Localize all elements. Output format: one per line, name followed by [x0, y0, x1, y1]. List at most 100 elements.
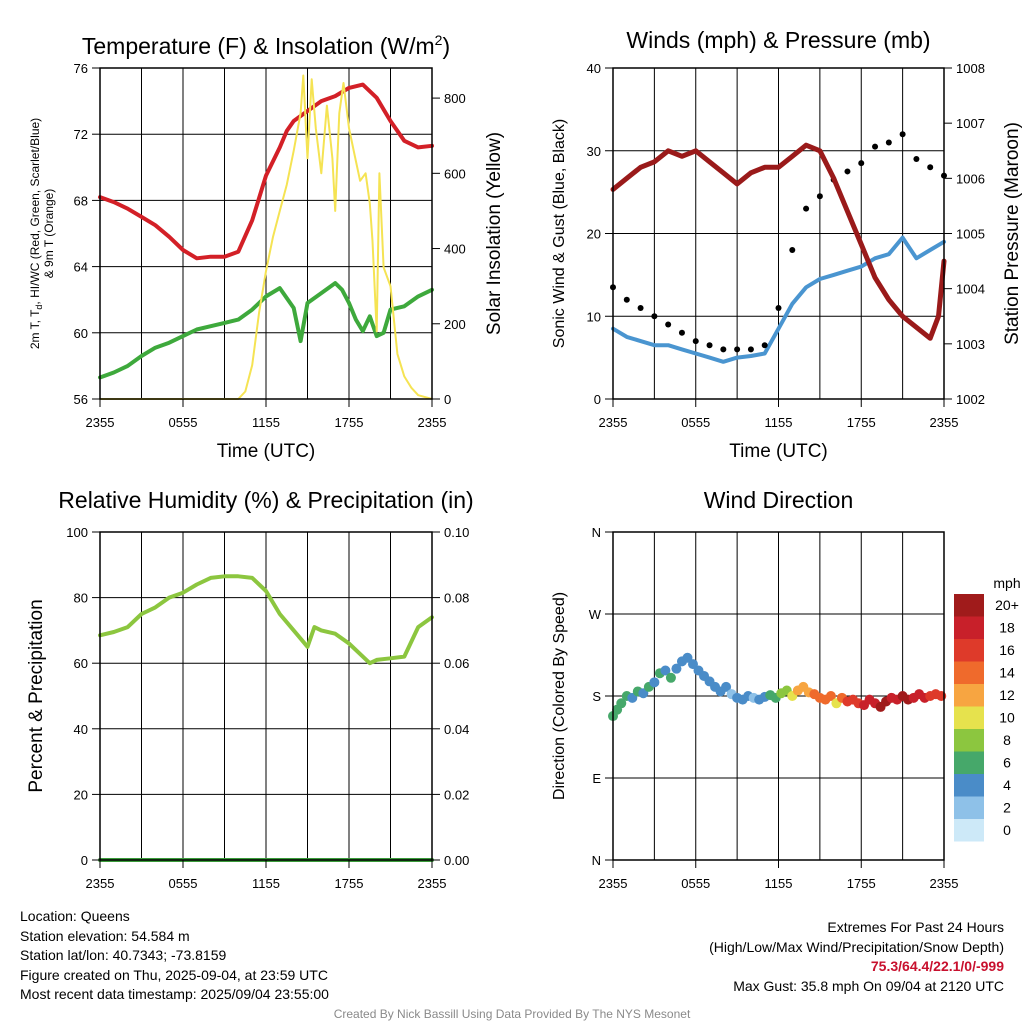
y2tick-label: 1007: [956, 116, 985, 131]
data-point: [872, 143, 879, 150]
xtick-label: 0555: [681, 876, 710, 891]
data-point: [858, 160, 865, 167]
xtick-label: 0555: [681, 415, 710, 430]
xtick-label: 1155: [765, 876, 793, 891]
ytick-label: 10: [587, 309, 601, 324]
extremes-values: 75.3/64.4/22.1/0/-999: [870, 958, 1004, 974]
data-point: [678, 329, 685, 336]
colorbar-label: 0: [1003, 822, 1011, 838]
max-gust: Max Gust: 35.8 mph On 09/04 at 2120 UTC: [733, 977, 1004, 994]
chart-title: Winds (mph) & Pressure (mb): [626, 27, 930, 53]
yaxis-label: 2m T, Td, HI/WC (Red, Green, Scarlet/Blu…: [28, 118, 44, 349]
ytick-label: 72: [74, 127, 88, 142]
station-elevation: Station elevation: 54.584 m: [20, 927, 190, 944]
y2tick-label: 0: [444, 392, 451, 407]
chart-panel-3: 0 20 40 60 80 100 0.00 0.02 0.04 0.06 0.08 0.10 2355…: [26, 487, 474, 891]
data-point: [651, 313, 658, 320]
y2tick-label: 1002: [956, 392, 985, 407]
y2tick-label: 200: [444, 317, 466, 332]
ytick-label: 40: [74, 722, 88, 737]
yaxis-label-line2: & 9m T (Orange): [42, 189, 56, 279]
colorbar-swatch: [954, 639, 984, 662]
ytick-label: 60: [74, 656, 88, 671]
colorbar-swatch: [954, 706, 984, 729]
figure-created: Figure created on Thu, 2025-09-04, at 23…: [20, 966, 328, 983]
chart-title: Temperature (F) & Insolation (W/m2): [82, 32, 450, 59]
y2tick-label: 0.10: [444, 525, 469, 540]
direction-point: [671, 663, 682, 674]
ytick-label: 68: [74, 193, 88, 208]
y2tick-label: 1003: [956, 337, 985, 352]
xtick-label: 0555: [169, 415, 198, 430]
xtick-label: 2355: [599, 415, 628, 430]
data-point: [899, 131, 906, 138]
colorbar-title: mph: [993, 575, 1020, 591]
xtick-label: 2355: [418, 415, 447, 430]
y2tick-label: 0.06: [444, 656, 469, 671]
xtick-label: 2355: [599, 876, 628, 891]
ylabel-subscript: d: [34, 305, 44, 310]
y2tick-label: 0.00: [444, 853, 469, 868]
ytick-label: N: [592, 525, 601, 540]
ytick-label: 40: [587, 61, 601, 76]
direction-points: [608, 652, 947, 722]
direction-point: [660, 665, 671, 676]
station-latlon: Station lat/lon: 40.7343; -73.8159: [20, 947, 227, 963]
data-point: [844, 168, 851, 175]
ylabel-part: 2m T, T: [28, 309, 42, 349]
xtick-label: 1755: [335, 876, 364, 891]
ytick-label: 80: [74, 591, 88, 606]
colorbar-swatch: [954, 751, 984, 774]
ylabel-part: , HI/WC (Red, Green, Scarlet/Blue): [28, 118, 42, 305]
ytick-label: 0: [594, 392, 601, 407]
colorbar-label: 14: [999, 665, 1015, 681]
direction-point: [616, 698, 627, 709]
xtick-label: 2355: [86, 415, 115, 430]
y2tick-label: 1006: [956, 171, 985, 186]
ytick-label: N: [592, 853, 601, 868]
title-close: ): [442, 33, 450, 59]
y2tick-label: 600: [444, 166, 466, 181]
y2tick-label: 0.02: [444, 787, 469, 802]
yaxis-label: Sonic Wind & Gust (Blue, Black): [551, 119, 568, 348]
y2tick-label: 1008: [956, 61, 985, 76]
y2tick-label: 1005: [956, 227, 985, 242]
ytick-label: E: [592, 771, 601, 786]
colorbar-swatch: [954, 819, 984, 842]
station-location: Location: Queens: [20, 908, 130, 924]
ytick-label: S: [592, 689, 601, 704]
xtick-label: 1755: [335, 415, 364, 430]
colorbar-swatch: [954, 796, 984, 819]
colorbar-label: 8: [1003, 732, 1011, 748]
ytick-label: W: [589, 607, 602, 622]
direction-point: [721, 681, 732, 692]
extremes-info: Extremes For Past 24 Hours (High/Low/Max…: [709, 918, 1004, 996]
series-line: [610, 142, 947, 341]
data-point: [623, 296, 630, 303]
extremes-subtitle: (High/Low/Max Wind/Precipitation/Snow De…: [709, 938, 1004, 955]
series-line: [98, 574, 434, 666]
xtick-label: 0555: [169, 876, 198, 891]
colorbar-label: 4: [1003, 777, 1011, 793]
colorbar-swatch: [954, 684, 984, 707]
chart-title: Wind Direction: [704, 487, 854, 513]
ytick-label: 100: [66, 525, 88, 540]
y2axis-label: Solar Insolation (Yellow): [484, 132, 505, 335]
colorbar-swatch: [954, 729, 984, 752]
data-point: [761, 342, 768, 349]
data-point: [637, 304, 644, 311]
xtick-label: 2355: [930, 876, 959, 891]
ytick-label: 30: [587, 144, 601, 159]
data-point: [747, 346, 754, 353]
data-point: [734, 346, 741, 353]
series-line: [98, 82, 434, 261]
colorbar: mph 20+ 18 16 14 12 10 8 6 4 2 0: [954, 575, 1021, 842]
colorbar-label: 10: [999, 710, 1015, 726]
colorbar-swatch: [954, 594, 984, 617]
xaxis-label: Time (UTC): [729, 441, 828, 462]
chart-panel-4: mph 20+ 18 16 14 12 10 8 6 4 2 0 N E S W N 2355 0555 1155 17…: [551, 487, 1021, 891]
y2tick-label: 1004: [956, 282, 985, 297]
data-point: [665, 321, 672, 328]
ytick-label: 76: [74, 61, 88, 76]
extremes-title: Extremes For Past 24 Hours: [827, 919, 1004, 935]
